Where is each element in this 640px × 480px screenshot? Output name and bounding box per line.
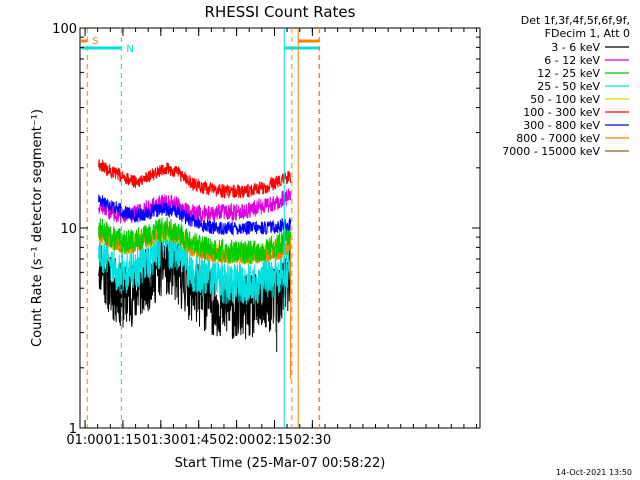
x-tick-label: 02:00 xyxy=(218,433,255,448)
series-trace-25-50keV xyxy=(98,225,292,305)
legend-label-3: 25 - 50 keV xyxy=(537,80,600,93)
legend-label-0: 3 - 6 keV xyxy=(551,41,600,54)
x-tick-label: 02:30 xyxy=(294,433,331,448)
y-tick-label: 100 xyxy=(52,22,77,37)
axis-layer: 01:00 01:15 01:30 01:45 02:00 02:15 02:30 1 10 10… xyxy=(52,22,480,448)
legend-label-1: 6 - 12 keV xyxy=(544,54,600,67)
x-tick-label: 01:45 xyxy=(180,433,217,448)
legend-header-line-2: FDecim 1, Att 0 xyxy=(545,27,630,40)
series-layer xyxy=(98,158,292,340)
series-trace-100-300keV xyxy=(98,158,292,199)
x-tick-label: 02:15 xyxy=(256,433,293,448)
event-marker-label-S: S xyxy=(92,36,98,47)
event-marker-label-N: N xyxy=(126,44,133,55)
legend-label-2: 12 - 25 keV xyxy=(537,67,600,80)
x-tick-label: 01:00 xyxy=(66,433,103,448)
chart-title: RHESSI Count Rates xyxy=(205,3,356,21)
legend-label-4: 50 - 100 keV xyxy=(530,93,600,106)
x-axis-label: Start Time (25-Mar-07 00:58:22) xyxy=(175,456,386,471)
series-trace-12-25keV xyxy=(98,217,292,266)
y-axis-label: Count Rate (s⁻¹ detector segment⁻¹) xyxy=(30,109,45,347)
series-trace-300-800keV xyxy=(98,194,292,237)
x-tick-label: 01:15 xyxy=(104,433,141,448)
legend-label-8: 7000 - 15000 keV xyxy=(502,145,600,158)
legend: Det 1f,3f,4f,5f,6f,9f, FDecim 1, Att 0 3… xyxy=(502,14,630,158)
legend-header-line-1: Det 1f,3f,4f,5f,6f,9f, xyxy=(521,14,630,27)
legend-label-5: 100 - 300 keV xyxy=(523,106,600,119)
y-tick-label: 1 xyxy=(69,422,77,437)
legend-label-7: 800 - 7000 keV xyxy=(516,132,600,145)
x-tick-label: 01:30 xyxy=(142,433,179,448)
render-timestamp: 14-Oct-2021 13:50 xyxy=(556,468,632,477)
y-tick-label: 10 xyxy=(60,222,77,237)
legend-label-6: 300 - 800 keV xyxy=(523,119,600,132)
